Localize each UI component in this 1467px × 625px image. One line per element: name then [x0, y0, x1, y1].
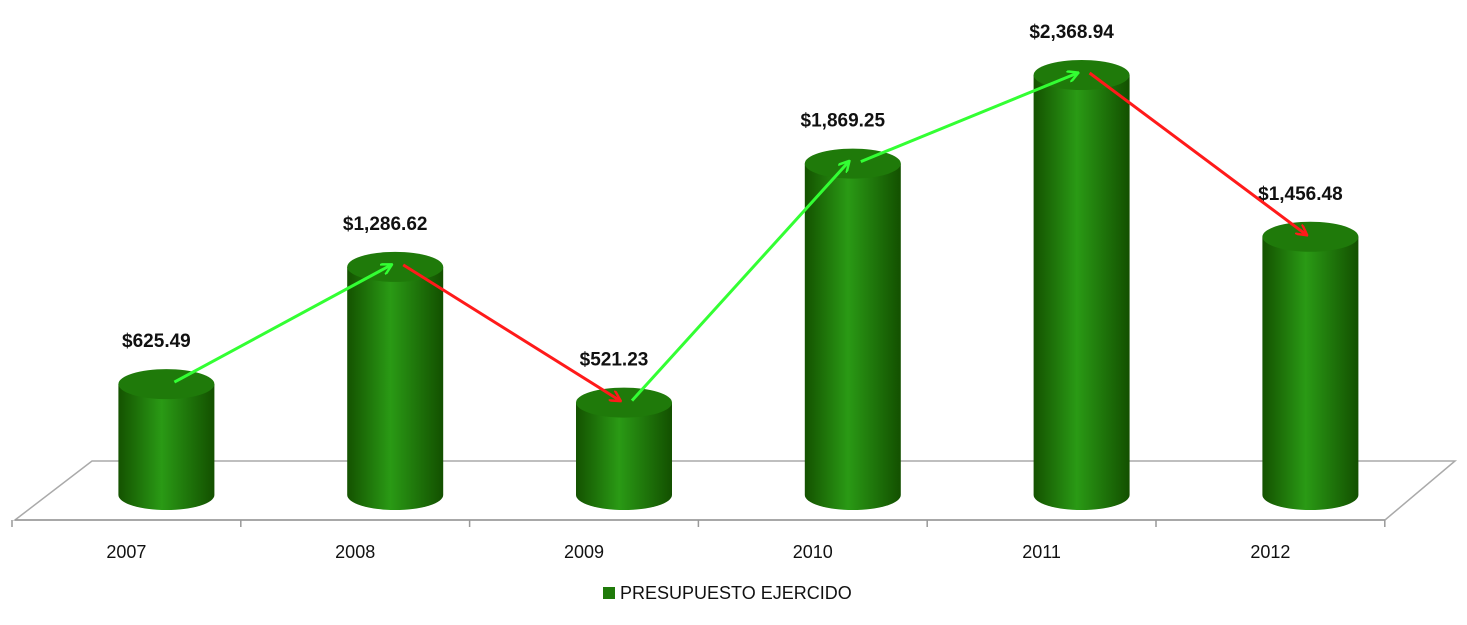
value-label: $1,869.25 — [801, 111, 886, 132]
legend-swatch — [603, 587, 615, 599]
bar — [576, 388, 672, 510]
cylinder-body — [1262, 237, 1358, 510]
cylinder-body — [347, 267, 443, 510]
x-tick-label: 2009 — [564, 542, 604, 562]
bar — [1034, 60, 1130, 510]
bar — [1262, 222, 1358, 510]
value-label: $1,286.62 — [343, 214, 428, 235]
bar — [118, 369, 214, 510]
floor — [15, 461, 1455, 520]
x-tick-label: 2007 — [106, 542, 146, 562]
cylinder-top — [1262, 222, 1358, 252]
bar — [805, 149, 901, 510]
value-label: $521.23 — [580, 350, 649, 371]
cylinder-top — [347, 252, 443, 282]
cylinder-body — [1034, 75, 1130, 510]
cylinder-top — [118, 369, 214, 399]
value-label: $1,456.48 — [1258, 184, 1343, 205]
value-label: $625.49 — [122, 331, 191, 352]
cylinder-body — [576, 403, 672, 510]
cylinder-top — [576, 388, 672, 418]
x-tick-label: 2011 — [1022, 542, 1061, 562]
x-tick-label: 2010 — [793, 542, 833, 562]
value-label: $2,368.94 — [1029, 22, 1114, 43]
x-tick-label: 2008 — [335, 542, 375, 562]
chart: 2007 $625.49 2008 $1,286.62 2009 $521.23 2010 $… — [0, 0, 1467, 625]
x-tick-label: 2012 — [1250, 542, 1290, 562]
cylinder-top — [805, 149, 901, 179]
bar — [347, 252, 443, 510]
page: {"chart_data": {"type": "cylinder-bar", … — [0, 0, 1467, 625]
legend-label: PRESUPUESTO EJERCIDO — [620, 583, 852, 603]
cylinder-body — [805, 164, 901, 510]
cylinder-body — [118, 384, 214, 510]
